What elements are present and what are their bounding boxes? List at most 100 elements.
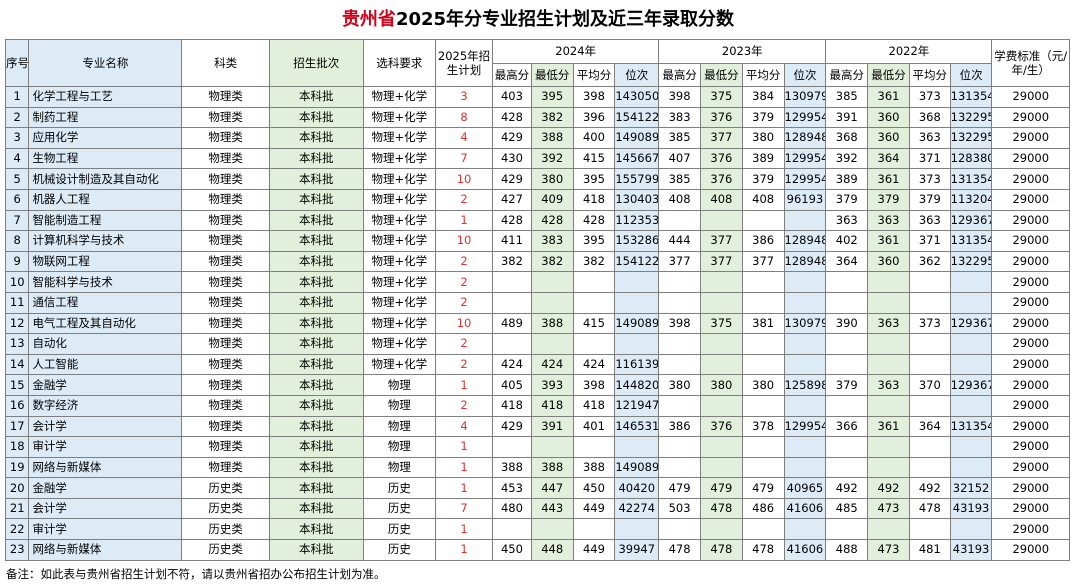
cell-rank-2022: 128380 bbox=[949, 147, 993, 170]
cell-avg-2023 bbox=[741, 436, 785, 458]
cell-min-2022: 361 bbox=[867, 86, 910, 108]
cell-rank-2022: 131354 bbox=[949, 415, 993, 438]
cell-min-2024: 388 bbox=[530, 127, 574, 149]
cell-rank-2024: 143050 bbox=[614, 86, 660, 108]
cell-rank-2023: 40965 bbox=[783, 477, 827, 499]
cell-rank-2022: 131354 bbox=[949, 230, 993, 252]
table-body: 1 化学工程与工艺 物理类 本科批 物理+化学 3 403 395 398 143050 398 37… bbox=[4, 86, 1070, 561]
cell-min-2022: 364 bbox=[867, 147, 910, 170]
cell-min-2022 bbox=[867, 271, 910, 293]
cell-max-2023 bbox=[658, 394, 701, 417]
cell-plan: 2 bbox=[435, 271, 494, 293]
cell-max-2023 bbox=[658, 271, 701, 293]
cell-rank-2023: 41606 bbox=[783, 539, 827, 561]
cell-seq: 6 bbox=[4, 188, 30, 211]
cell-avg-2024: 415 bbox=[572, 147, 616, 170]
cell-rank-2024 bbox=[614, 271, 660, 293]
cell-requirement: 物理+化学 bbox=[362, 333, 437, 355]
cell-max-2022: 363 bbox=[825, 209, 869, 232]
cell-max-2022: 390 bbox=[825, 312, 869, 335]
header-min-2022: 最低分 bbox=[867, 63, 910, 87]
cell-max-2022 bbox=[825, 291, 869, 314]
cell-major: 审计学 bbox=[28, 518, 183, 541]
cell-requirement: 物理+化学 bbox=[362, 209, 437, 232]
cell-min-2022: 360 bbox=[867, 106, 910, 129]
cell-max-2024: 428 bbox=[492, 106, 532, 129]
cell-max-2023 bbox=[658, 436, 701, 458]
cell-major: 物联网工程 bbox=[28, 250, 183, 273]
cell-fee: 29000 bbox=[991, 374, 1070, 396]
cell-major: 网络与新媒体 bbox=[28, 539, 183, 561]
table-row: 16 数字经济 物理类 本科批 物理 2 418 418 418 121947 29000 bbox=[4, 394, 1070, 417]
cell-batch: 本科批 bbox=[268, 436, 364, 458]
cell-avg-2022: 368 bbox=[908, 106, 951, 129]
cell-avg-2022 bbox=[908, 394, 951, 417]
cell-avg-2024 bbox=[572, 271, 616, 293]
header-year-2023: 2023年 bbox=[658, 39, 827, 64]
cell-rank-2023 bbox=[783, 353, 827, 376]
cell-requirement: 物理+化学 bbox=[362, 353, 437, 376]
cell-rank-2023: 128948 bbox=[783, 127, 827, 149]
table-row: 13 自动化 物理类 本科批 物理+化学 2 29000 bbox=[4, 333, 1070, 355]
table-header: 序号 专业名称 科类 招生批次 选科要求 2025年招生计划 2024年 202… bbox=[4, 39, 1070, 87]
cell-seq: 18 bbox=[4, 436, 30, 458]
cell-avg-2023: 380 bbox=[741, 127, 785, 149]
cell-min-2023: 408 bbox=[699, 188, 743, 211]
cell-requirement: 历史 bbox=[362, 539, 437, 561]
cell-max-2023 bbox=[658, 291, 701, 314]
cell-max-2023: 385 bbox=[658, 127, 701, 149]
cell-subject: 物理类 bbox=[181, 250, 270, 273]
cell-batch: 本科批 bbox=[268, 415, 364, 438]
cell-major: 人工智能 bbox=[28, 353, 183, 376]
cell-avg-2024: 396 bbox=[572, 106, 616, 129]
header-fee: 学费标准（元/年/生） bbox=[991, 39, 1070, 87]
cell-min-2023 bbox=[699, 436, 743, 458]
cell-requirement: 物理 bbox=[362, 436, 437, 458]
cell-rank-2024: 121947 bbox=[614, 394, 660, 417]
header-avg-2022: 平均分 bbox=[908, 63, 951, 87]
cell-subject: 物理类 bbox=[181, 456, 270, 479]
cell-rank-2024: 149089 bbox=[614, 312, 660, 335]
cell-avg-2024: 450 bbox=[572, 477, 616, 499]
cell-seq: 15 bbox=[4, 374, 30, 396]
cell-rank-2022: 132295 bbox=[949, 250, 993, 273]
cell-fee: 29000 bbox=[991, 127, 1070, 149]
cell-max-2024: 403 bbox=[492, 86, 532, 108]
cell-min-2024: 382 bbox=[530, 106, 574, 129]
table-row: 20 金融学 历史类 本科批 历史 1 453 447 450 40420 479 479 479 409… bbox=[4, 477, 1070, 499]
header-major: 专业名称 bbox=[28, 39, 183, 87]
cell-avg-2022: 481 bbox=[908, 539, 951, 561]
cell-max-2022: 492 bbox=[825, 477, 869, 499]
cell-avg-2024: 449 bbox=[572, 539, 616, 561]
cell-batch: 本科批 bbox=[268, 127, 364, 149]
cell-requirement: 物理+化学 bbox=[362, 106, 437, 129]
cell-min-2024: 424 bbox=[530, 353, 574, 376]
table-row: 8 计算机科学与技术 物理类 本科批 物理+化学 10 411 383 395 153286 444… bbox=[4, 230, 1070, 252]
cell-min-2024: 391 bbox=[530, 415, 574, 438]
cell-max-2022 bbox=[825, 353, 869, 376]
cell-rank-2024: 116139 bbox=[614, 353, 660, 376]
cell-max-2022 bbox=[825, 394, 869, 417]
table-row: 19 网络与新媒体 物理类 本科批 物理 1 388 388 388 149089 29000 bbox=[4, 456, 1070, 479]
cell-seq: 7 bbox=[4, 209, 30, 232]
cell-min-2022: 379 bbox=[867, 188, 910, 211]
cell-seq: 10 bbox=[4, 271, 30, 293]
cell-avg-2024: 418 bbox=[572, 394, 616, 417]
cell-major: 智能科学与技术 bbox=[28, 271, 183, 293]
cell-rank-2023 bbox=[783, 456, 827, 479]
cell-rank-2022: 32152 bbox=[949, 477, 993, 499]
cell-seq: 16 bbox=[4, 394, 30, 417]
cell-min-2023 bbox=[699, 271, 743, 293]
cell-fee: 29000 bbox=[991, 230, 1070, 252]
cell-min-2024 bbox=[530, 518, 574, 541]
cell-max-2022 bbox=[825, 436, 869, 458]
cell-rank-2024: 145667 bbox=[614, 147, 660, 170]
table-row: 21 会计学 历史类 本科批 历史 7 480 443 449 42274 503 478 486 416… bbox=[4, 497, 1070, 520]
cell-batch: 本科批 bbox=[268, 86, 364, 108]
cell-seq: 20 bbox=[4, 477, 30, 499]
cell-avg-2022: 492 bbox=[908, 477, 951, 499]
cell-min-2024 bbox=[530, 436, 574, 458]
cell-avg-2023 bbox=[741, 353, 785, 376]
cell-min-2023: 377 bbox=[699, 250, 743, 273]
cell-avg-2023 bbox=[741, 456, 785, 479]
